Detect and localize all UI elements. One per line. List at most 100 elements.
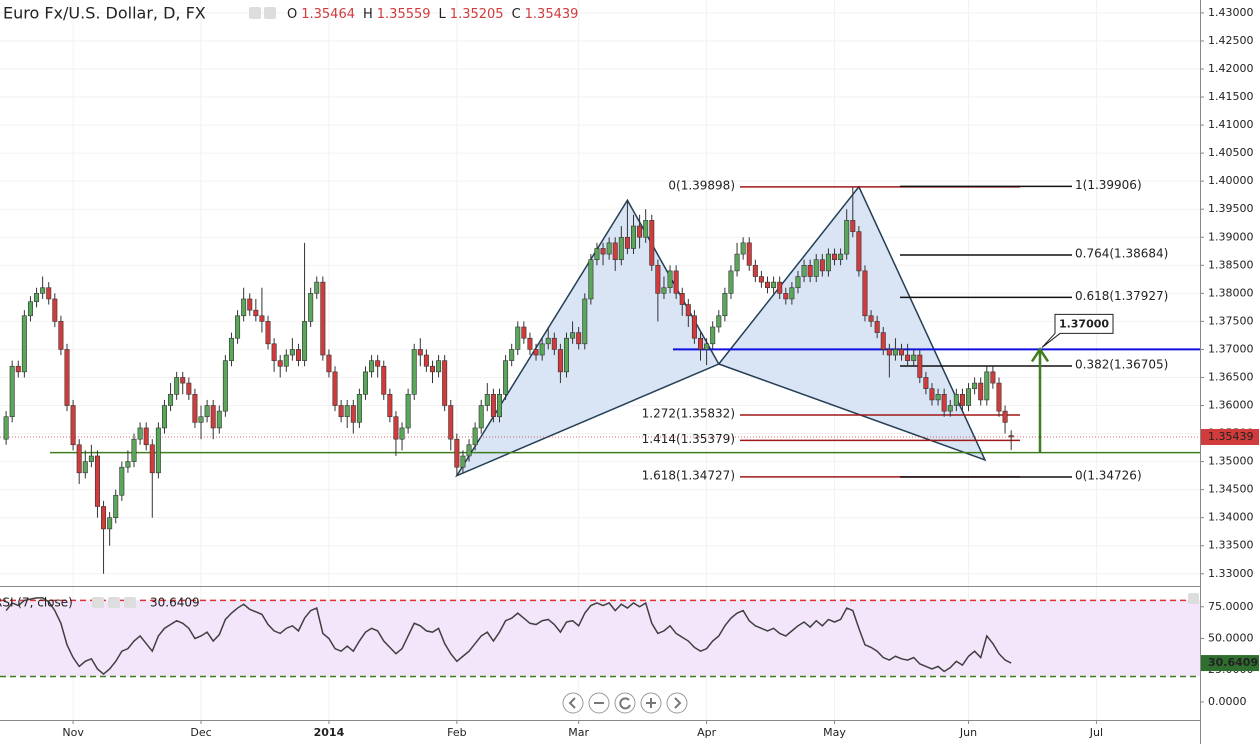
y-tick-label: 1.33500 bbox=[1208, 539, 1254, 552]
candle-body bbox=[295, 349, 301, 361]
candle-body bbox=[661, 287, 667, 294]
candle-body bbox=[582, 298, 588, 345]
candle-body bbox=[180, 377, 186, 384]
fib-label: 0(1.39898) bbox=[668, 178, 735, 192]
candle-body bbox=[691, 315, 697, 339]
candle-body bbox=[314, 281, 320, 294]
plot: 0(1.39898) 1.272(1.35832) 1.414(1.35379) 1.… bbox=[0, 178, 1200, 678]
candle-body bbox=[679, 293, 685, 305]
candle-body bbox=[856, 231, 862, 272]
candle-body bbox=[880, 332, 886, 350]
candle-body bbox=[228, 337, 234, 361]
candle-body bbox=[405, 394, 411, 429]
candle-body bbox=[484, 394, 490, 406]
candle-body bbox=[929, 388, 935, 401]
candle-body bbox=[667, 270, 673, 289]
candle-body bbox=[972, 382, 978, 389]
candle-body bbox=[655, 264, 661, 294]
candle-body bbox=[125, 461, 131, 468]
candle-body bbox=[411, 349, 417, 395]
candle-body bbox=[710, 326, 716, 345]
candle-body bbox=[545, 337, 551, 345]
candle-body bbox=[88, 455, 94, 462]
candle-body bbox=[746, 242, 752, 266]
candle-body bbox=[728, 270, 734, 294]
y-tick-label: 1.41000 bbox=[1208, 118, 1254, 131]
candle-body bbox=[758, 276, 764, 283]
candle-body bbox=[905, 354, 911, 361]
candle-body bbox=[46, 287, 52, 300]
fib-label: 1.618(1.34727) bbox=[642, 468, 735, 482]
rsi-y-tick-label: 0.0000 bbox=[1208, 695, 1247, 708]
candle-body bbox=[698, 337, 704, 350]
candle-body bbox=[186, 382, 192, 395]
candle-body bbox=[460, 455, 466, 468]
candle-body bbox=[947, 405, 953, 412]
icon bbox=[674, 697, 682, 709]
callout-box bbox=[1041, 313, 1114, 348]
candle-body bbox=[137, 427, 143, 440]
fib-label: 0.618(1.37927) bbox=[1075, 289, 1168, 303]
rsi-value: 30.6409 bbox=[150, 596, 200, 610]
candle-body bbox=[375, 360, 381, 367]
icon[interactable] bbox=[92, 597, 104, 608]
candle-body bbox=[82, 461, 88, 474]
fib-label: 0.764(1.38684) bbox=[1075, 246, 1168, 260]
icon[interactable] bbox=[124, 597, 136, 608]
x-tick-label: Jul bbox=[1089, 726, 1103, 739]
candle-body bbox=[436, 360, 442, 373]
chart-title: Euro Fx/U.S. Dollar, D, FX bbox=[3, 4, 206, 23]
y-tick-label: 1.38500 bbox=[1208, 258, 1254, 271]
icon[interactable] bbox=[264, 7, 276, 19]
candle-body bbox=[417, 349, 423, 356]
rsi-tag bbox=[1201, 655, 1259, 672]
candle-body bbox=[448, 405, 454, 440]
candle-body bbox=[34, 293, 40, 303]
fib-label: 1.414(1.35379) bbox=[642, 432, 735, 446]
candle-body bbox=[844, 220, 850, 255]
candle-body bbox=[356, 394, 362, 423]
candle-body bbox=[271, 343, 277, 361]
candle-body bbox=[9, 365, 15, 418]
candle-body bbox=[996, 382, 1002, 412]
candle-body bbox=[643, 220, 649, 238]
y-tick-label: 1.37500 bbox=[1208, 314, 1254, 327]
candle-body bbox=[131, 438, 137, 462]
candle-body bbox=[984, 371, 990, 401]
scroll-left-button[interactable] bbox=[562, 692, 584, 714]
candle-body bbox=[509, 349, 515, 361]
icon[interactable] bbox=[249, 7, 261, 19]
candle-body bbox=[259, 315, 265, 322]
fib-label: 0.382(1.36705) bbox=[1075, 357, 1168, 371]
candle-body bbox=[1008, 435, 1014, 438]
candle-body bbox=[235, 315, 241, 339]
ohlc-key: L bbox=[439, 7, 447, 22]
reset-button[interactable] bbox=[614, 692, 636, 714]
y-tick-label: 1.43000 bbox=[1208, 6, 1254, 19]
rsi-band bbox=[0, 600, 1200, 677]
candle-body bbox=[838, 253, 844, 260]
settings-icon[interactable] bbox=[1188, 593, 1199, 604]
candle-body bbox=[557, 349, 563, 373]
x-tick-label: May bbox=[823, 726, 846, 739]
scroll-right-button[interactable] bbox=[666, 692, 688, 714]
y-tick-label: 1.37000 bbox=[1208, 342, 1254, 355]
candle-body bbox=[113, 494, 119, 518]
rsi-tag-label: 30.6409 bbox=[1208, 656, 1258, 669]
candle-body bbox=[101, 506, 107, 530]
candle-body bbox=[320, 281, 326, 356]
candle-body bbox=[886, 349, 892, 356]
candle-body bbox=[539, 343, 545, 356]
icon[interactable] bbox=[108, 597, 120, 608]
x-tick-label: Mar bbox=[568, 726, 589, 739]
y-tick-label: 1.36000 bbox=[1208, 399, 1254, 412]
candle-body bbox=[771, 281, 777, 289]
candle-body bbox=[241, 298, 247, 317]
candle-body bbox=[429, 365, 435, 373]
candle-body bbox=[1002, 410, 1008, 423]
x-tick-label: Dec bbox=[190, 726, 211, 739]
y-tick-label: 1.38000 bbox=[1208, 286, 1254, 299]
candle-body bbox=[624, 236, 630, 249]
